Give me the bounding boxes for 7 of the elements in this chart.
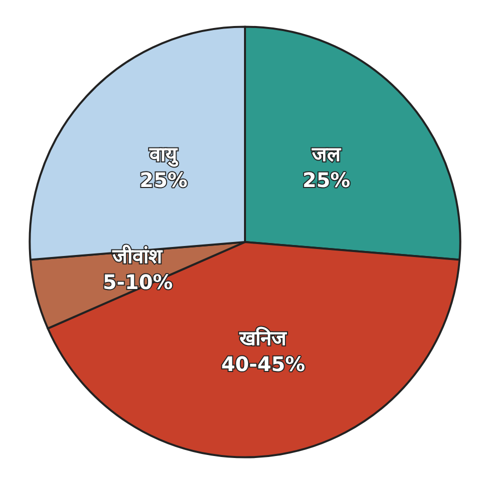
data-label: 40-45% xyxy=(221,352,306,376)
slice-label: खनिज xyxy=(238,326,288,350)
data-label: 25% xyxy=(140,168,188,192)
slice-label: जीवांश xyxy=(112,244,164,268)
slice-label: जल xyxy=(310,142,342,166)
data-label: 25% xyxy=(302,168,350,192)
slice-label: वायु xyxy=(148,142,179,168)
